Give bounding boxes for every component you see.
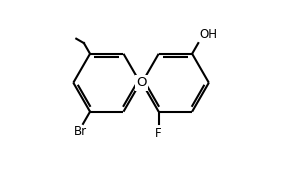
Text: F: F: [155, 127, 162, 140]
Text: OH: OH: [199, 28, 217, 41]
Text: O: O: [136, 76, 146, 89]
Text: Br: Br: [74, 125, 87, 138]
